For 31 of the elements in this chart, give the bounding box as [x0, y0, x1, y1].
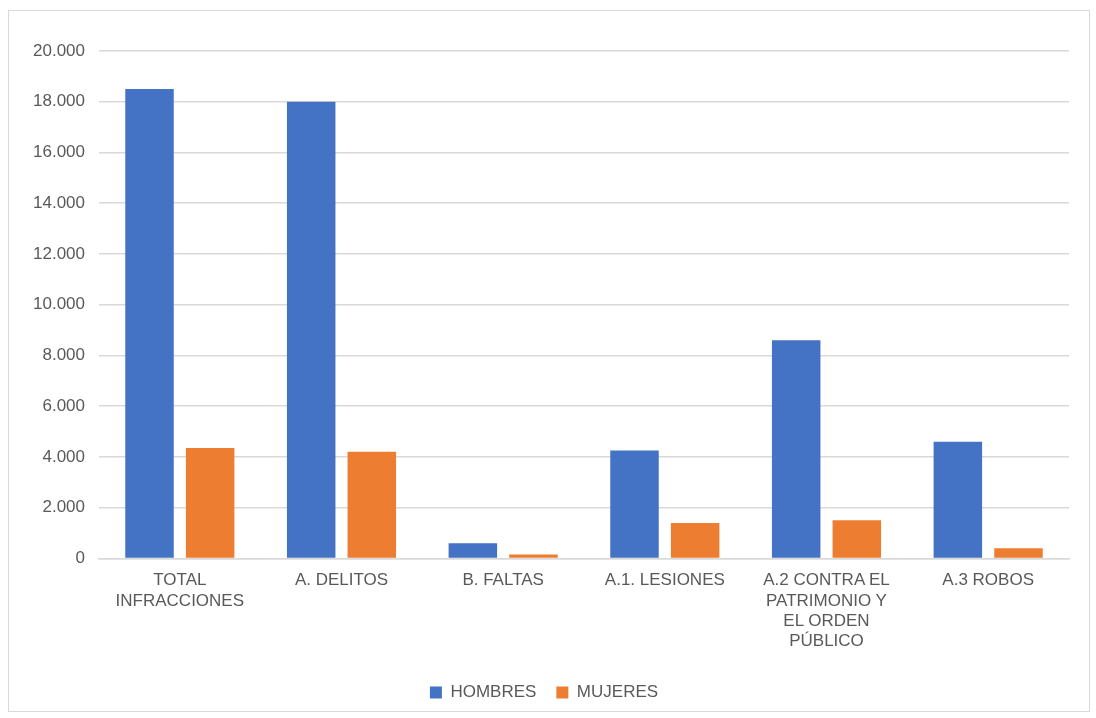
bar	[771, 340, 821, 558]
bar	[832, 520, 882, 558]
bar	[185, 448, 235, 558]
y-tick-label: 12.000	[33, 243, 85, 263]
y-tick-label: 2.000	[42, 497, 85, 517]
y-tick-label: 6.000	[42, 395, 85, 415]
y-tick-label: 8.000	[42, 345, 85, 365]
y-tick-label: 4.000	[42, 446, 85, 466]
y-tick-label: 20.000	[33, 40, 85, 60]
bar	[670, 522, 720, 558]
bar	[125, 89, 174, 558]
y-tick-label: 10.000	[33, 294, 85, 314]
x-tick-label: A.2 CONTRA EL PATRIMONIO Y EL ORDEN PÚBLICO	[763, 570, 890, 651]
bar	[286, 101, 336, 558]
bar	[347, 451, 397, 558]
y-tick-label: 18.000	[33, 91, 85, 111]
y-tick-label: 16.000	[33, 142, 85, 162]
x-tick-label: A. DELITOS	[294, 570, 389, 590]
y-tick-label: 14.000	[33, 192, 85, 212]
bar	[448, 543, 498, 558]
y-tick-label: 0	[75, 548, 85, 568]
bar	[610, 450, 659, 558]
x-tick-label: A.1. LESIONES	[604, 570, 725, 590]
legend-label: HOMBRES	[450, 682, 537, 702]
legend-label: MUJERES	[576, 682, 659, 702]
x-tick-label: A.3 ROBOS	[942, 570, 1034, 590]
bar	[933, 441, 983, 558]
bar	[509, 554, 558, 558]
x-tick-label: TOTAL INFRACCIONES	[115, 570, 245, 610]
x-tick-label: B. FALTAS	[462, 570, 544, 590]
bar	[994, 548, 1043, 558]
